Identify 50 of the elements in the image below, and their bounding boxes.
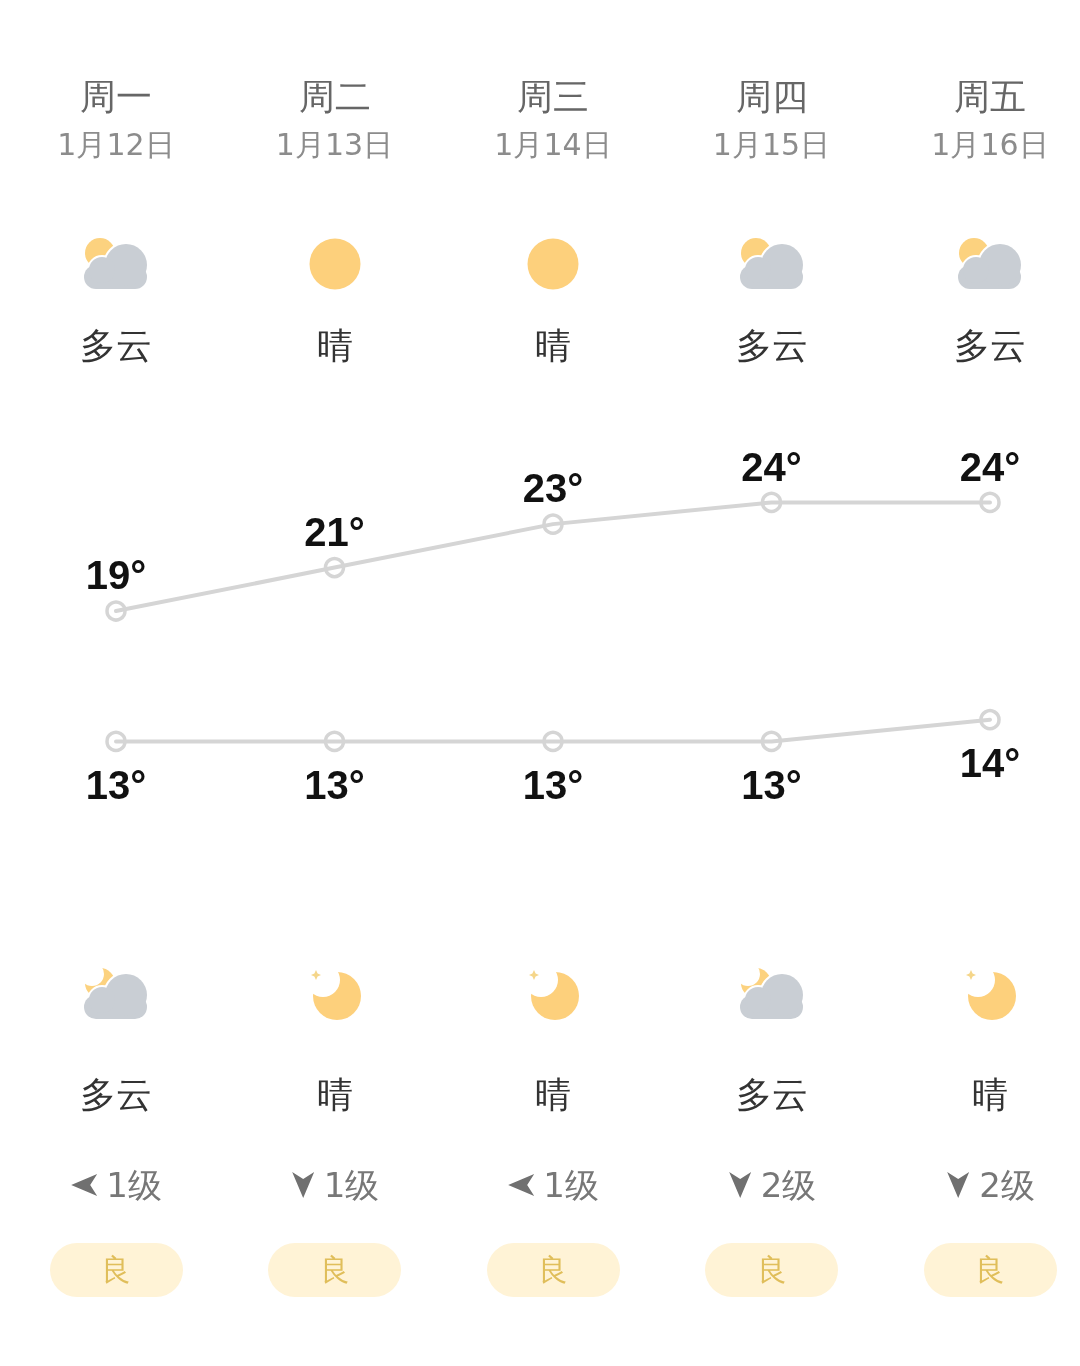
data-label: 23° (522, 466, 584, 511)
x-tick-label: 周五 (954, 75, 1026, 117)
data-label: 24° (741, 444, 802, 489)
text: 多云 (954, 325, 1026, 366)
text: 晴 (535, 1074, 571, 1115)
x-tick-label: 周二 (298, 75, 371, 117)
badge: 良 (268, 1243, 401, 1297)
data-label: 13° (85, 763, 147, 808)
badge: 良 (486, 1243, 620, 1297)
text: 1级 (543, 1165, 599, 1205)
data-label: 13° (304, 763, 365, 808)
point (979, 708, 1001, 731)
badge: 良 (705, 1243, 838, 1297)
x-tick-label: 周四 (735, 75, 808, 117)
text: 1月14日 (494, 126, 612, 162)
data-label: 19° (85, 553, 147, 598)
data-label: 13° (741, 763, 802, 808)
text: 多云 (80, 1074, 152, 1115)
text: 晴 (535, 325, 571, 366)
point (542, 730, 564, 753)
point (323, 730, 346, 753)
data-label: 14° (959, 741, 1021, 786)
text: 1月16日 (931, 126, 1049, 162)
point (760, 491, 783, 514)
data-label: 13° (522, 763, 584, 808)
text: 1级 (323, 1165, 380, 1205)
text: 多云 (735, 1074, 808, 1115)
badge: 良 (49, 1243, 183, 1297)
x-tick-label: 周一 (80, 75, 152, 117)
text: 1月13日 (275, 126, 394, 162)
data-label: 21° (304, 509, 365, 554)
text: 1月12日 (57, 126, 175, 162)
text: 多云 (735, 325, 808, 366)
text: 晴 (316, 1074, 353, 1115)
point (979, 491, 1001, 514)
text: 晴 (972, 1074, 1008, 1115)
text: 多云 (80, 325, 152, 366)
point (105, 600, 127, 622)
text: 晴 (316, 325, 353, 366)
badge: 良 (923, 1243, 1057, 1297)
point (323, 556, 346, 579)
x-tick-label: 周三 (517, 75, 589, 117)
text: 1月15日 (712, 126, 831, 162)
text: 2级 (979, 1165, 1035, 1205)
text: 1级 (106, 1165, 162, 1205)
point (760, 730, 783, 753)
text: 2级 (760, 1165, 817, 1205)
point (542, 513, 564, 535)
point (105, 730, 127, 753)
data-label: 24° (959, 444, 1021, 489)
